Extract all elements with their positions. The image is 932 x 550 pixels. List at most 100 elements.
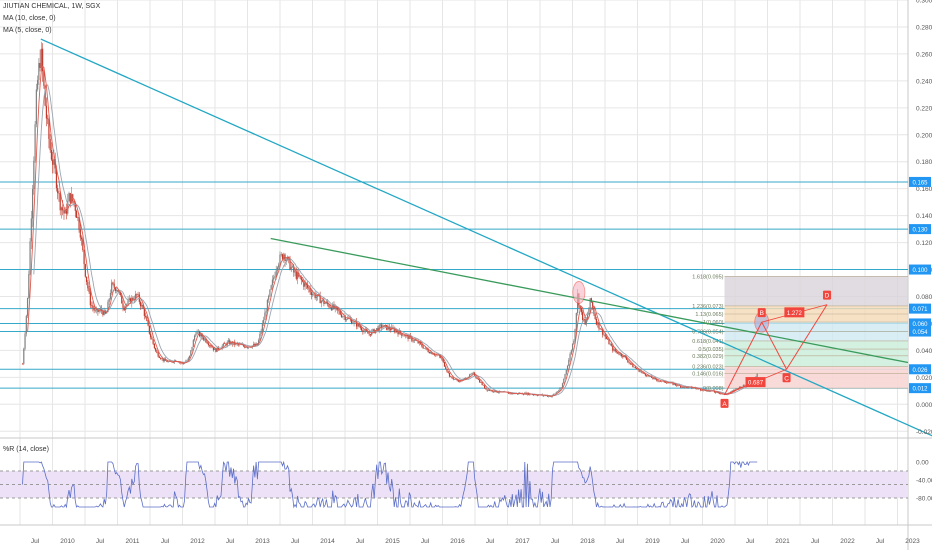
candle-body xyxy=(556,391,559,393)
candle-body xyxy=(113,283,115,288)
candle-body xyxy=(706,390,708,392)
wr-tick: 0.00 xyxy=(916,460,929,467)
candle-body xyxy=(407,334,409,339)
candle-body xyxy=(47,118,49,120)
candle-body xyxy=(296,272,299,279)
candle-body xyxy=(582,312,584,321)
time-tick: 2014 xyxy=(320,538,335,545)
candle-body xyxy=(656,379,658,381)
candle-body xyxy=(594,314,596,320)
candle-body xyxy=(441,357,443,360)
candle-body xyxy=(190,350,192,356)
candle-body xyxy=(592,302,594,308)
level-badge-label: 0.054 xyxy=(912,330,928,336)
harmonic-pattern[interactable]: A B C D 1.272 0.687 xyxy=(720,290,832,408)
candle-body xyxy=(585,320,587,325)
candle-body xyxy=(363,330,365,332)
candle-body xyxy=(291,266,294,268)
candle-body xyxy=(269,289,271,296)
candle-body xyxy=(116,290,118,291)
candle-body xyxy=(637,369,639,370)
candle-body xyxy=(290,267,292,270)
candle-body xyxy=(62,207,64,211)
candle-body xyxy=(366,329,368,332)
candle-body xyxy=(168,361,171,362)
candle-body xyxy=(85,276,88,282)
candle-body xyxy=(280,254,282,255)
candle-body xyxy=(143,308,145,316)
candle-body xyxy=(658,381,660,382)
fib-label: 0.786(0.054) xyxy=(692,330,723,336)
candle-body xyxy=(584,319,586,325)
candle-body xyxy=(31,188,34,219)
candle-body xyxy=(389,329,392,331)
candle-body xyxy=(484,385,486,389)
candle-body xyxy=(255,343,257,346)
candle-body xyxy=(657,380,659,382)
candle-body xyxy=(107,301,109,313)
candle-body xyxy=(29,241,31,275)
candle-body xyxy=(664,382,667,383)
fib-zone xyxy=(724,366,908,389)
candle-body xyxy=(398,330,400,335)
pattern-point-label: A xyxy=(722,401,727,408)
time-tick: 2022 xyxy=(840,538,855,545)
candle-body xyxy=(676,385,678,386)
candle-body xyxy=(222,343,225,346)
candle-body xyxy=(313,293,315,295)
ma5-legend: MA (5, close, 0) xyxy=(3,27,52,34)
candle-body xyxy=(191,346,193,351)
candle-body xyxy=(209,345,211,346)
price-tick: 0.000 xyxy=(916,402,932,409)
candle-body xyxy=(618,353,620,355)
secondary-trendline xyxy=(270,237,909,364)
candle-body xyxy=(268,295,270,300)
time-tick: Jul xyxy=(876,538,885,545)
candle-body xyxy=(271,279,274,286)
candle-body xyxy=(642,372,644,373)
time-axis[interactable]: Jul 2010 Jul 2011 Jul 2012 Jul 2013 Jul 2014 Jul 20… xyxy=(31,538,920,545)
candle-body xyxy=(67,201,69,214)
candle-body xyxy=(615,351,618,352)
candle-body xyxy=(674,383,677,386)
candle-body xyxy=(158,356,161,358)
ratio-badge xyxy=(745,377,766,388)
candle-body xyxy=(445,366,447,370)
candle-body xyxy=(134,293,137,300)
candle-body xyxy=(55,168,58,189)
candle-body xyxy=(451,376,453,379)
price-axis[interactable]: 0.300 0.280 0.260 0.240 0.220 0.200 0.180 0.160… xyxy=(916,0,932,503)
wr-series xyxy=(22,460,758,509)
time-tick: Jul xyxy=(811,538,820,545)
pattern-leg xyxy=(786,304,828,370)
time-tick: 2018 xyxy=(580,538,595,545)
candle-body xyxy=(659,381,662,382)
candle-body xyxy=(425,347,427,349)
price-tick: 0.260 xyxy=(916,51,932,58)
candle-body xyxy=(284,254,286,261)
candle-body xyxy=(102,311,104,315)
pattern-point-label: B xyxy=(760,310,764,317)
fib-label: 0(0.008) xyxy=(703,386,724,392)
candle-body xyxy=(253,344,255,346)
candle-body xyxy=(258,340,260,346)
candle-body xyxy=(497,392,500,394)
wr-legend: %R (14, close) xyxy=(3,446,49,453)
time-tick: Jul xyxy=(31,538,40,545)
candle-body xyxy=(384,324,387,326)
candle-body xyxy=(457,380,459,382)
candle-body xyxy=(731,391,733,392)
candle-body xyxy=(597,322,599,325)
time-tick: 2019 xyxy=(645,538,660,545)
fib-box[interactable]: 1.618(0.095) 1.236(0.073) 1.13(0.065) 1(0.0… xyxy=(692,274,908,392)
candle-body xyxy=(28,274,30,298)
candle-body xyxy=(264,312,266,320)
candle-body xyxy=(261,323,263,331)
candle-body xyxy=(75,210,78,218)
candle-body xyxy=(99,308,101,311)
time-tick: 2011 xyxy=(126,538,140,545)
candle-body xyxy=(564,374,566,379)
level-badge xyxy=(909,303,931,314)
candle-body xyxy=(479,379,481,383)
